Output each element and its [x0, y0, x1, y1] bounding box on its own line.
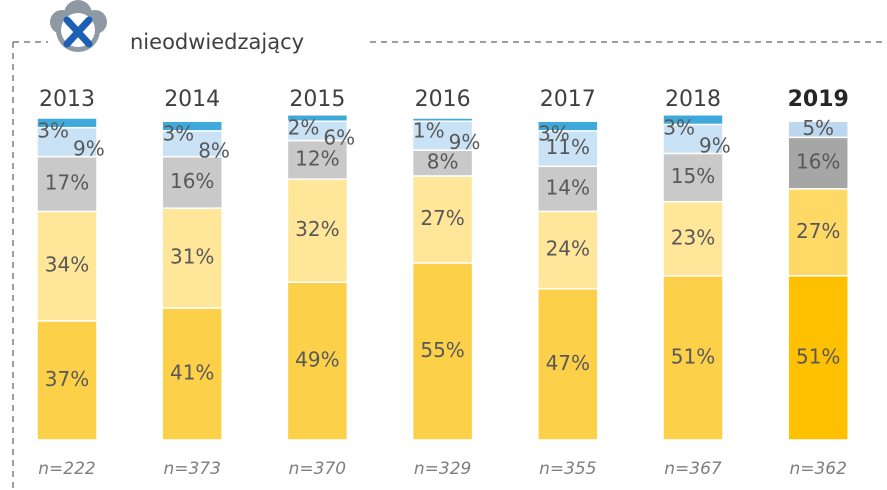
bar-segment	[411, 117, 474, 122]
value-label: 34%	[45, 253, 89, 277]
value-label: 31%	[170, 245, 214, 269]
x-tick-label: 2018	[665, 87, 721, 112]
value-label: 41%	[170, 360, 214, 384]
value-label: 3%	[162, 122, 194, 146]
legend-icon	[50, 0, 107, 52]
value-label: 14%	[546, 175, 590, 199]
value-label: 9%	[73, 137, 105, 161]
value-label: 55%	[420, 338, 464, 362]
value-label: 32%	[295, 217, 339, 241]
sample-size: n=367	[664, 459, 722, 479]
bar-segment	[161, 307, 223, 441]
bar-segment	[161, 130, 223, 158]
bar-segment	[36, 126, 98, 158]
value-label: 27%	[420, 206, 464, 230]
value-label: 27%	[796, 219, 840, 243]
bar-segment	[286, 114, 349, 122]
bar-segment	[537, 165, 599, 213]
bar-segment	[787, 275, 849, 441]
sample-size: n=370	[289, 459, 346, 479]
bar-segment	[662, 275, 724, 441]
bar-segment	[161, 155, 223, 209]
value-label: 9%	[699, 133, 731, 157]
value-label: 6%	[323, 125, 355, 149]
bar-segment	[537, 287, 599, 441]
value-label: 15%	[671, 164, 715, 188]
bar-segment	[36, 210, 98, 322]
bar-segment	[161, 120, 223, 132]
sample-size: n=362	[789, 459, 846, 479]
value-label: 3%	[37, 119, 69, 143]
value-label: 16%	[170, 169, 214, 193]
bar-segment	[787, 120, 849, 139]
value-label: 9%	[449, 130, 481, 154]
bar-segment	[411, 175, 474, 264]
sample-size: n=373	[163, 459, 220, 479]
value-label: 12%	[295, 146, 339, 170]
value-label: 24%	[546, 237, 590, 261]
bar-segment	[662, 152, 724, 203]
bar-segment	[36, 155, 98, 213]
bar-segment	[787, 188, 849, 277]
value-label: 1%	[413, 119, 445, 143]
sample-size: n=329	[414, 459, 471, 479]
bar-segment	[411, 262, 474, 441]
legend-label: nieodwiedzający	[130, 30, 304, 54]
bar-segment	[537, 120, 599, 132]
value-label: 51%	[796, 344, 840, 368]
value-label: 3%	[663, 115, 695, 139]
sample-size: n=222	[38, 459, 95, 479]
bar-segment	[161, 207, 223, 309]
bar-segment	[286, 281, 349, 441]
value-label: 51%	[671, 344, 715, 368]
bar-segment	[537, 130, 599, 168]
value-label: 37%	[45, 367, 89, 391]
bar-segment	[662, 200, 724, 277]
bar-segment	[411, 120, 474, 151]
value-label: 5%	[802, 116, 834, 140]
value-label: 2%	[288, 115, 320, 139]
value-label: 16%	[796, 150, 840, 174]
value-label: 47%	[546, 351, 590, 375]
bar-segment	[36, 117, 98, 129]
value-label: 3%	[538, 122, 570, 146]
value-label: 11%	[546, 135, 590, 159]
x-tick-label: 2013	[39, 87, 95, 112]
x-tick-label: 2016	[415, 87, 471, 112]
x-tick-label: 2014	[164, 87, 220, 112]
bar-segment	[537, 210, 599, 290]
value-label: 8%	[427, 150, 459, 174]
frame	[12, 41, 887, 490]
bar-segment	[662, 114, 724, 126]
value-label: 49%	[295, 348, 339, 372]
sample-size: n=355	[539, 459, 596, 479]
bar-segment	[286, 178, 349, 283]
value-label: 23%	[671, 225, 715, 249]
x-tick-label: 2019	[788, 87, 849, 112]
x-tick-label: 2017	[540, 87, 596, 112]
value-label: 8%	[198, 138, 230, 162]
x-tick-label: 2015	[289, 87, 345, 112]
value-label: 17%	[45, 171, 89, 195]
bar-segment	[662, 123, 724, 155]
